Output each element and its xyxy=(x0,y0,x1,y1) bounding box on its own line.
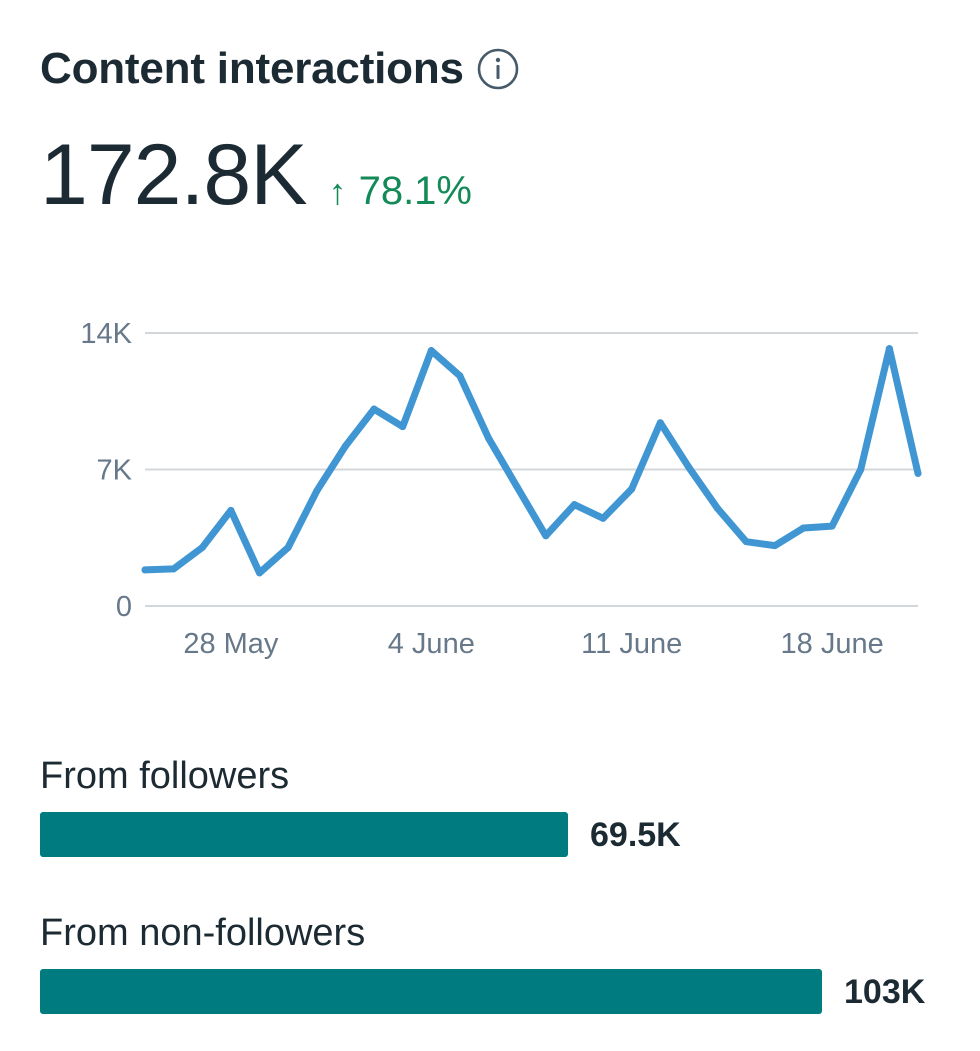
data-point xyxy=(628,485,636,493)
data-point xyxy=(542,532,550,540)
data-point xyxy=(799,524,807,532)
x-axis: 28 May 4 June 11 June 18 June xyxy=(183,628,883,660)
data-point xyxy=(771,542,779,550)
data-point xyxy=(857,466,865,473)
data-point xyxy=(370,405,378,413)
data-point xyxy=(885,345,893,353)
data-point xyxy=(685,464,693,472)
data-point xyxy=(456,372,464,380)
data-point xyxy=(485,434,493,442)
header: Content interactions xyxy=(40,44,520,94)
data-point xyxy=(742,538,750,546)
data-point xyxy=(227,506,235,514)
data-point xyxy=(828,522,836,530)
x-tick-label: 18 June xyxy=(781,628,884,660)
data-point xyxy=(141,566,149,574)
followers-value: 69.5K xyxy=(590,816,681,854)
data-point xyxy=(341,442,349,450)
series-line xyxy=(141,345,922,577)
chart-grid xyxy=(145,332,918,607)
data-point xyxy=(513,483,521,491)
metric-value: 172.8K xyxy=(40,127,308,223)
y-tick-label: 0 xyxy=(116,591,132,623)
data-point xyxy=(313,487,321,495)
x-tick-label: 4 June xyxy=(388,628,475,660)
delta-value: 78.1% xyxy=(358,169,472,213)
data-point xyxy=(256,569,264,577)
y-tick-label: 14K xyxy=(80,318,132,350)
followers-bar-fill xyxy=(40,812,568,857)
non-followers-value: 103K xyxy=(844,973,926,1011)
non-followers-bar-fill xyxy=(40,969,822,1014)
followers-label: From followers xyxy=(40,755,290,797)
x-tick-label: 11 June xyxy=(581,628,682,660)
data-point xyxy=(198,544,206,551)
data-point xyxy=(170,565,178,573)
info-icon[interactable] xyxy=(476,47,520,91)
non-followers-bar xyxy=(40,969,822,1014)
data-point xyxy=(570,501,578,509)
y-tick-label: 7K xyxy=(97,455,133,487)
non-followers-label: From non-followers xyxy=(40,912,366,954)
delta-badge: ↑ 78.1% xyxy=(329,169,472,214)
data-point xyxy=(599,514,607,522)
page-title: Content interactions xyxy=(40,44,464,93)
followers-bar xyxy=(40,812,820,857)
data-point xyxy=(284,544,292,551)
data-point xyxy=(427,347,435,355)
arrow-up-icon: ↑ xyxy=(328,171,347,212)
line-chart: 0 7K 14K 28 May 4 June 11 June 18 June xyxy=(80,318,922,660)
data-point xyxy=(914,469,922,477)
chart-series xyxy=(141,345,922,577)
data-point xyxy=(714,505,722,512)
data-point xyxy=(656,419,664,427)
data-point xyxy=(399,423,407,431)
x-tick-label: 28 May xyxy=(183,628,279,660)
metric-summary: 172.8K ↑ 78.1% xyxy=(40,132,472,218)
y-axis: 0 7K 14K xyxy=(80,318,132,623)
